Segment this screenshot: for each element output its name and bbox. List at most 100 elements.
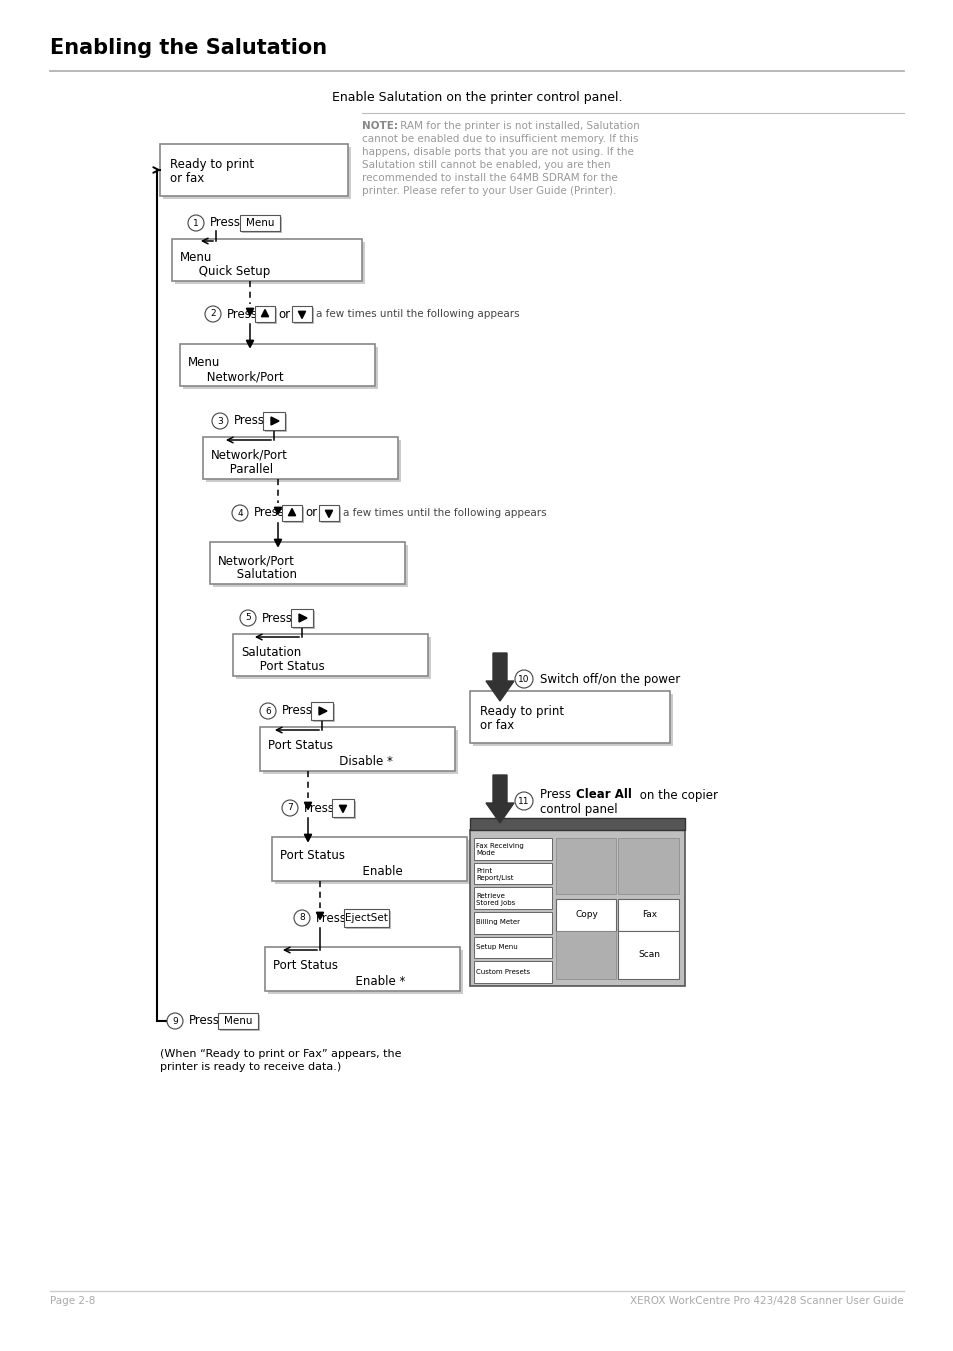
Text: happens, disable ports that you are not using. If the: happens, disable ports that you are not … [361,147,633,157]
Bar [334,801,355,819]
Text: Fax Receiving: Fax Receiving [476,843,523,850]
Text: RAM for the printer is not installed, Salutation: RAM for the printer is not installed, Sa… [396,122,639,131]
Text: Switch off/on the power: Switch off/on the power [539,673,679,685]
Bar [474,838,552,859]
Text: Report/List: Report/List [476,875,513,881]
Bar [174,242,365,284]
Circle shape [188,215,204,231]
Text: Retrieve: Retrieve [476,893,504,898]
Polygon shape [246,308,253,316]
Text: Billing Meter: Billing Meter [476,919,519,925]
Text: a few times until the following appears: a few times until the following appears [343,508,546,517]
Bar [260,727,455,771]
Text: 9: 9 [172,1016,177,1025]
Text: Salutation: Salutation [241,646,301,659]
Text: on the copier: on the copier [636,789,718,801]
Bar [206,440,400,482]
Text: Enable Salutation on the printer control panel.: Enable Salutation on the printer control… [332,91,621,104]
Text: 6: 6 [265,707,271,716]
Text: XEROX WorkCentre Pro 423/428 Scanner User Guide: XEROX WorkCentre Pro 423/428 Scanner Use… [630,1296,903,1306]
Text: Scan: Scan [639,951,660,959]
Text: Press: Press [210,216,241,230]
Circle shape [212,413,228,430]
Circle shape [205,305,221,322]
Text: Stored Jobs: Stored Jobs [476,900,515,905]
Polygon shape [261,309,269,316]
Polygon shape [271,417,278,426]
Bar [263,412,285,430]
Text: Press: Press [189,1015,220,1028]
Polygon shape [274,539,281,547]
Polygon shape [304,835,312,842]
Text: Port Status: Port Status [273,959,337,971]
Text: or: or [277,308,290,320]
Text: Setup Menu: Setup Menu [476,944,517,950]
Bar [180,345,375,386]
Polygon shape [325,511,333,517]
Text: Salutation still cannot be enabled, you are then: Salutation still cannot be enabled, you … [361,159,610,170]
Text: 1: 1 [193,219,198,227]
Bar [218,1013,257,1029]
Polygon shape [246,340,253,347]
Text: 2: 2 [210,309,215,319]
Bar [474,888,552,909]
Bar [235,638,431,680]
Text: Press: Press [315,912,347,924]
Bar [311,703,333,720]
Text: printer is ready to receive data.): printer is ready to receive data.) [160,1062,341,1071]
Text: Port Status: Port Status [268,739,333,753]
Circle shape [240,611,255,626]
Polygon shape [318,707,327,715]
Bar [172,239,361,281]
Text: or fax: or fax [170,172,204,185]
Bar [233,634,428,676]
Polygon shape [288,508,295,516]
Bar [320,507,340,523]
Bar [470,817,684,830]
Text: Menu: Menu [180,251,213,263]
Text: or: or [305,507,316,520]
Text: Network/Port: Network/Port [188,370,283,382]
Bar [318,505,338,521]
Text: 5: 5 [245,613,251,623]
Text: Clear All: Clear All [576,789,631,801]
Bar [618,898,679,931]
Bar [474,936,552,958]
Bar [203,436,397,480]
Bar [556,931,616,979]
Text: EjectSet: EjectSet [345,913,388,923]
Text: 10: 10 [517,674,529,684]
Polygon shape [298,311,305,319]
Text: Network/Port: Network/Port [218,554,294,567]
Bar [183,347,377,389]
Bar [618,931,679,979]
Bar [272,838,467,881]
Text: Print: Print [476,867,492,874]
Text: or fax: or fax [479,719,514,732]
Bar [220,1015,260,1031]
Text: 7: 7 [287,804,293,812]
Bar [274,840,470,884]
Bar [282,505,302,521]
Text: Fax: Fax [641,911,657,919]
Bar [474,912,552,934]
Bar [210,542,405,584]
Text: Press: Press [253,507,285,520]
Polygon shape [485,775,514,823]
Bar [265,413,287,432]
Text: Mode: Mode [476,850,495,857]
Text: Press: Press [282,704,313,717]
Text: Menu: Menu [188,357,220,369]
Circle shape [515,670,533,688]
Bar [263,730,457,774]
Bar [284,507,304,523]
Bar [292,305,312,322]
Bar [240,215,280,231]
Bar [256,308,276,324]
Text: Salutation: Salutation [218,567,296,581]
Bar [268,950,462,994]
Polygon shape [298,613,307,621]
Text: a few times until the following appears: a few times until the following appears [315,309,519,319]
Bar [346,911,391,929]
Bar [291,609,313,627]
